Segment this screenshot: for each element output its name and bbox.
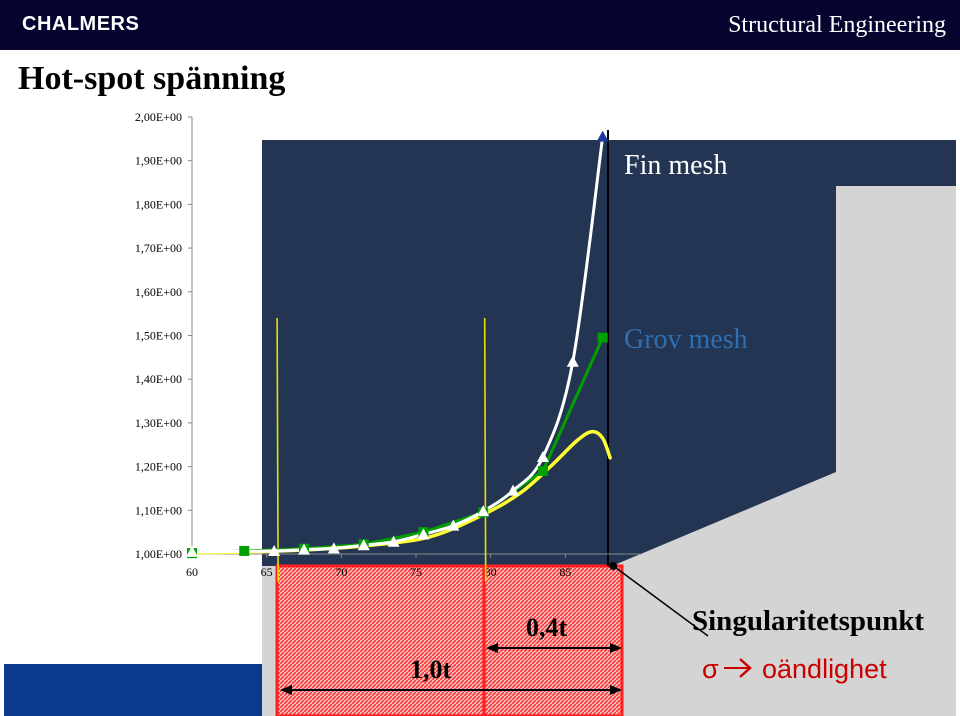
fine-mesh-point [536,450,549,462]
fine-mesh-point [327,542,340,554]
y-tick-label: 1,80E+00 [135,197,182,211]
fine-mesh-point [447,519,460,531]
fine-mesh-point [186,545,198,557]
reference-line [483,317,487,583]
y-tick-label: 1,10E+00 [135,503,182,517]
y-tick-label: 1,70E+00 [135,241,182,255]
x-tick-label: 65 [261,565,273,579]
singularity-point [609,562,618,570]
x-tick-label: 60 [186,565,198,579]
fine-mesh-point [596,130,609,142]
x-tick-label: 85 [559,565,571,579]
x-tick-label: 80 [485,565,497,579]
y-tick-label: 1,90E+00 [135,154,182,168]
department-name: Structural Engineering [728,12,946,38]
blue-footer-bar [4,664,276,716]
singularity-label: Singularitetspunkt [692,605,924,637]
fine-mesh-point [387,535,400,547]
fine-mesh-point [566,355,579,367]
coarse-mesh-label: Grov mesh [624,324,748,355]
x-tick-label: 75 [410,565,422,579]
coarse-mesh-point [597,332,608,343]
coarse-mesh-point [537,465,548,476]
x-tick-label: 70 [335,565,347,579]
header-bar: CHALMERS Structural Engineering [0,0,960,50]
y-tick-label: 1,00E+00 [135,547,182,561]
fine-mesh-label: Fin mesh [624,150,727,181]
dimension-1t-arrow-head-right [610,685,622,695]
coarse-mesh-point [239,545,250,556]
y-tick-label: 1,50E+00 [135,329,182,343]
fine-mesh-point [417,528,430,540]
dimension-04t-label: 0,4t [526,613,568,642]
dimension-1t-arrow-head-left [280,685,292,695]
sigma-arrow-head [739,658,752,678]
singularity-leader-line [615,567,709,637]
fine-mesh-point [507,484,520,496]
y-tick-label: 1,60E+00 [135,285,182,299]
fine-mesh-point [298,543,310,555]
infinity-label: oändlighet [762,654,887,684]
y-tick-label: 1,40E+00 [135,372,182,386]
dimension-04t-arrow-head-left [486,643,498,653]
y-tick-label: 2,00E+00 [135,110,182,124]
slide-title: Hot-spot spänning [18,60,286,97]
y-tick-label: 1,30E+00 [135,416,182,430]
fine-mesh-point [357,539,370,551]
fine-mesh-point [268,544,281,556]
brand-logo: CHALMERS [22,13,140,35]
weld-zone [275,564,624,716]
y-tick-label: 1,20E+00 [135,460,182,474]
dimension-04t-arrow-head-right [610,643,622,653]
dimension-1t-label: 1,0t [410,655,452,684]
reference-line [276,317,279,583]
fine-mesh-point [477,505,490,517]
sigma-symbol: σ [702,654,719,684]
